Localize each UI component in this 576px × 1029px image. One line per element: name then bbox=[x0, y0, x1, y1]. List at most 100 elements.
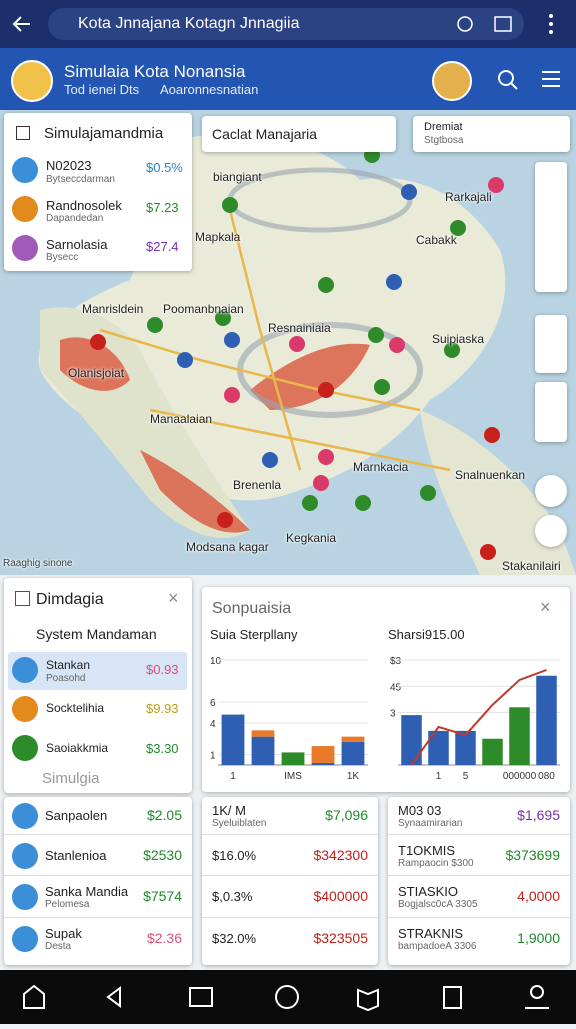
row-label: Sanka Mandia bbox=[45, 884, 129, 899]
panel-section: System Mandaman bbox=[36, 626, 157, 642]
back-button[interactable] bbox=[10, 12, 34, 36]
row-icon bbox=[12, 884, 38, 910]
url-bar[interactable] bbox=[48, 8, 524, 40]
avatar[interactable] bbox=[11, 60, 53, 102]
bar bbox=[509, 707, 530, 765]
row-label: M03 03 bbox=[398, 803, 442, 818]
row-sub: Bogjalsc0cA 3305 bbox=[398, 899, 478, 910]
map-label: Cabakk bbox=[416, 233, 457, 247]
row-separator bbox=[4, 875, 192, 876]
close-button[interactable]: × bbox=[168, 588, 179, 608]
map-label: Olanisjoiat bbox=[68, 366, 125, 380]
bar bbox=[455, 730, 476, 765]
bar bbox=[536, 675, 557, 765]
bar bbox=[401, 715, 422, 765]
row-value: $400000 bbox=[313, 888, 368, 904]
bar bbox=[341, 736, 365, 742]
row-icon bbox=[12, 696, 38, 722]
row-separator bbox=[388, 834, 570, 835]
row-sub: Synaamirarian bbox=[398, 818, 463, 829]
row-value: $7.23 bbox=[146, 200, 179, 215]
browser-menu[interactable] bbox=[545, 12, 557, 36]
row-value: $342300 bbox=[313, 847, 368, 863]
x-tick-label: 1 bbox=[436, 771, 442, 782]
row-separator bbox=[202, 875, 378, 876]
map-button[interactable] bbox=[535, 515, 567, 547]
list-card bbox=[202, 797, 378, 965]
row-icon bbox=[12, 803, 38, 829]
map-label: Snalnuenkan bbox=[455, 468, 526, 482]
map-label: Brenenla bbox=[233, 478, 282, 492]
panel-checkbox[interactable] bbox=[15, 591, 30, 606]
menu-icon[interactable] bbox=[541, 70, 561, 88]
row-icon bbox=[12, 157, 38, 183]
x-tick-label: 1 bbox=[230, 771, 236, 782]
bar bbox=[251, 730, 275, 737]
profile-avatar[interactable] bbox=[432, 61, 472, 101]
map-label: Stakanilairi bbox=[502, 559, 561, 573]
nav-icons[interactable] bbox=[0, 970, 576, 1024]
row-icon bbox=[12, 735, 38, 761]
tab[interactable]: Aoaronnesnatian bbox=[160, 82, 259, 97]
row-value: $27.4 bbox=[146, 239, 179, 254]
row-separator bbox=[388, 917, 570, 918]
search-icon[interactable] bbox=[496, 68, 520, 92]
x-tick-label: IMS bbox=[284, 771, 302, 782]
row-label: 1K/ M bbox=[212, 803, 246, 818]
row-label: $32.0% bbox=[212, 931, 257, 946]
row-value: $2530 bbox=[143, 847, 182, 863]
map-label: Kegkania bbox=[286, 531, 337, 545]
map-label: Resnainiaia bbox=[268, 321, 331, 335]
search-box[interactable] bbox=[202, 116, 396, 152]
search-placeholder: Caclat Manajaria bbox=[212, 126, 318, 142]
browser-bar: Kota Jnnajana Kotagn Jnnagiia bbox=[0, 0, 576, 48]
layer-box[interactable] bbox=[413, 116, 570, 152]
x-tick-label: 1K bbox=[347, 771, 360, 782]
card-title: Simulajamandmia bbox=[44, 125, 164, 142]
row-value: 4,0000 bbox=[517, 888, 560, 904]
row-value: $323505 bbox=[313, 930, 368, 946]
row-value: $7,096 bbox=[325, 807, 368, 823]
bar bbox=[341, 741, 365, 765]
map-toolbar[interactable] bbox=[535, 162, 567, 292]
y-tick-label: $3 bbox=[390, 656, 402, 667]
map-toolbar[interactable] bbox=[535, 382, 567, 442]
row-label: Stankan bbox=[46, 658, 91, 672]
map-toolbar[interactable] bbox=[535, 315, 567, 373]
row-value: $0.93 bbox=[146, 662, 179, 677]
row-label: STIASKIO bbox=[398, 884, 458, 899]
y-tick-label: 3 bbox=[390, 709, 396, 720]
map-attribution: Raaghig sinone bbox=[3, 558, 73, 569]
row-label: Stanlenioa bbox=[45, 848, 107, 863]
y-tick-label: 4 bbox=[210, 719, 216, 730]
row-label: $,0.3% bbox=[212, 889, 253, 904]
nav-bar bbox=[0, 970, 576, 1024]
x-tick-label: 080 bbox=[538, 771, 555, 782]
map-button[interactable] bbox=[535, 475, 567, 507]
bar bbox=[221, 714, 245, 765]
close-button[interactable]: × bbox=[540, 597, 551, 617]
y-tick-label: 45 bbox=[390, 682, 402, 693]
chart-title: Suia Sterpllany bbox=[210, 627, 298, 642]
bar bbox=[311, 762, 335, 765]
row-label: Socktelihia bbox=[46, 701, 105, 715]
row-value: $2.05 bbox=[146, 807, 182, 823]
bar bbox=[281, 752, 305, 765]
row-label: T1OKMIS bbox=[398, 843, 456, 858]
tab[interactable]: Tod ienei Dts bbox=[64, 82, 140, 97]
row-sub: Syeluiblaten bbox=[212, 818, 267, 829]
row-sub: Bysecc bbox=[46, 252, 79, 263]
row-sub: Poasohd bbox=[46, 673, 86, 684]
row-separator bbox=[4, 834, 192, 835]
list-card bbox=[388, 797, 570, 965]
row-value: $3.30 bbox=[146, 741, 179, 756]
x-tick-label: 000000 bbox=[503, 771, 537, 782]
map-label: Modsana kagar bbox=[186, 540, 269, 554]
row-sub: Rampaocin $300 bbox=[398, 858, 474, 869]
map-label: Manrisldein bbox=[82, 302, 144, 316]
row-sub: Bytseccdarman bbox=[46, 174, 115, 185]
browser-icons[interactable] bbox=[455, 14, 515, 34]
row-icon bbox=[12, 657, 38, 683]
row-label: Supak bbox=[45, 926, 82, 941]
